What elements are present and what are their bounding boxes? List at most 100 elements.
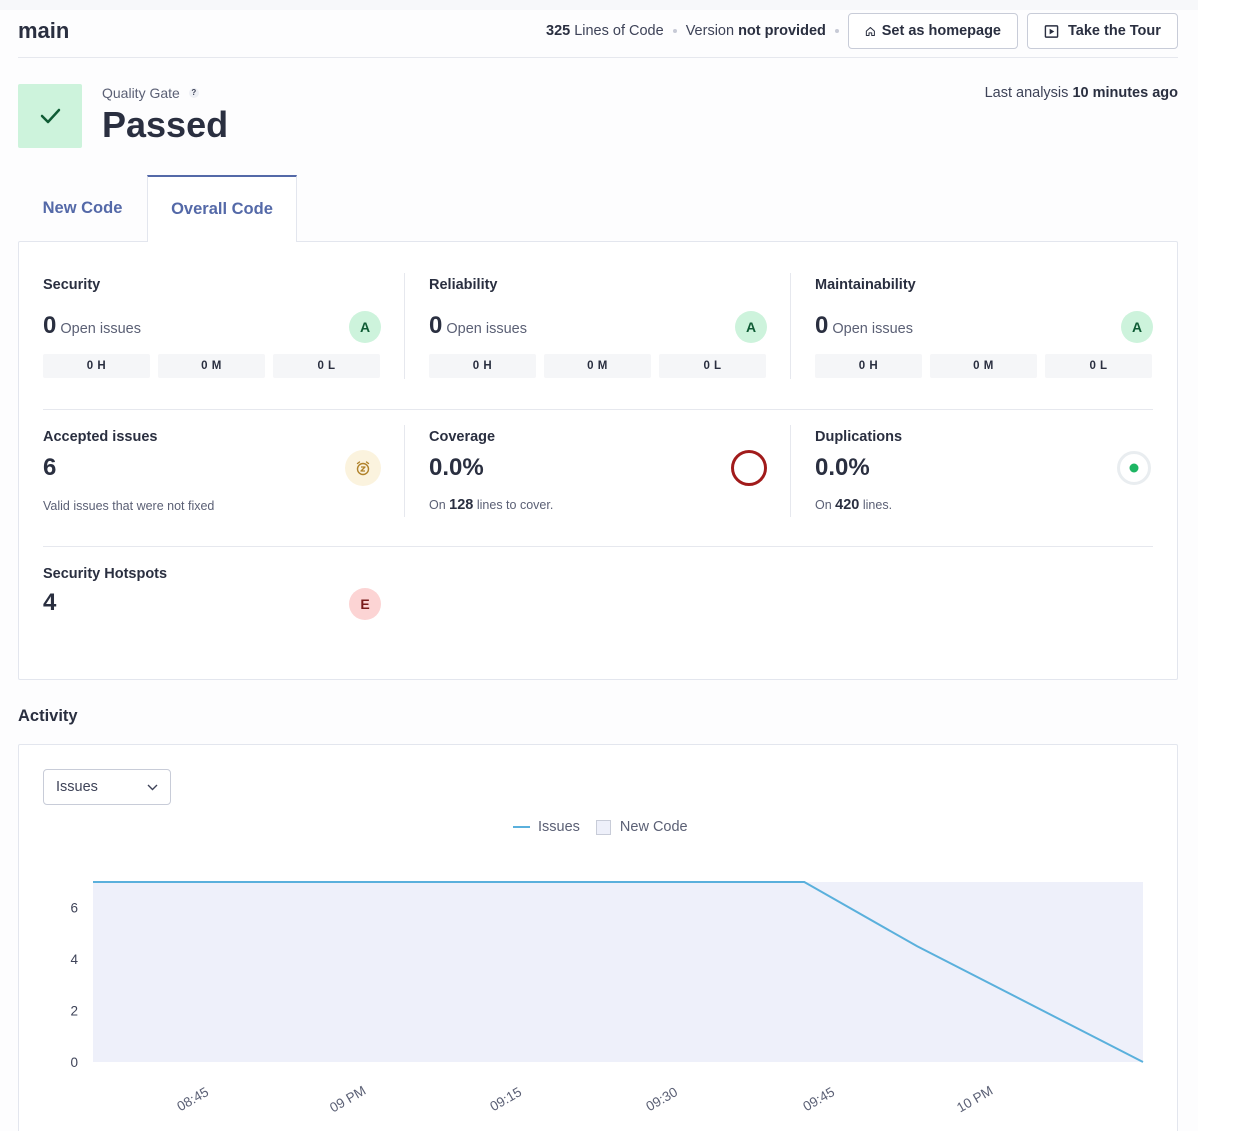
legend-new-code-swatch bbox=[595, 819, 611, 835]
security-low[interactable]: 0 L bbox=[273, 354, 380, 378]
legend-new-code-label: New Code bbox=[619, 819, 688, 835]
duplications-value[interactable]: 0.0% bbox=[815, 454, 870, 481]
meta-separator bbox=[672, 29, 677, 33]
reliability-value[interactable]: 0 Open issues bbox=[429, 312, 527, 340]
issues-series-line bbox=[93, 881, 1144, 1063]
security-medium[interactable]: 0 M bbox=[158, 354, 265, 378]
maintainability-title: Maintainability bbox=[815, 277, 916, 293]
coverage-lines-value[interactable]: 128 bbox=[449, 497, 474, 513]
set-homepage-button[interactable]: Set as homepage bbox=[848, 13, 1018, 49]
home-icon bbox=[865, 26, 875, 36]
right-margin bbox=[1198, 0, 1236, 1131]
security-value[interactable]: 0 Open issues bbox=[43, 312, 141, 340]
chevron-down-icon bbox=[147, 784, 158, 790]
column-divider bbox=[404, 425, 405, 517]
new-code-area bbox=[93, 882, 1143, 1062]
snooze-clock-icon bbox=[356, 461, 370, 476]
y-tick-label: 4 bbox=[70, 952, 78, 967]
last-analysis-label: Last analysis bbox=[984, 85, 1069, 101]
quality-gate-label-text: Quality Gate bbox=[102, 85, 180, 101]
column-divider bbox=[790, 273, 791, 379]
security-title: Security bbox=[43, 277, 101, 293]
security-severity-row: 0 H 0 M 0 L bbox=[43, 354, 380, 378]
graph-type-select[interactable]: Issues bbox=[43, 769, 171, 805]
version-value: not provided bbox=[738, 23, 826, 39]
check-icon bbox=[40, 108, 61, 124]
quality-gate-status-box bbox=[18, 84, 82, 148]
y-tick-label: 0 bbox=[70, 1055, 78, 1070]
maintainability-high[interactable]: 0 H bbox=[815, 354, 922, 378]
top-band bbox=[0, 0, 1198, 10]
reliability-medium[interactable]: 0 M bbox=[544, 354, 651, 378]
duplications-desc-suffix: lines. bbox=[862, 498, 893, 512]
header-divider bbox=[18, 57, 1178, 58]
maintainability-sub: Open issues bbox=[832, 321, 913, 337]
help-icon[interactable]: ? bbox=[188, 88, 199, 98]
last-analysis-value: 10 minutes ago bbox=[1072, 85, 1178, 101]
accepted-issues-value[interactable]: 6 bbox=[43, 454, 57, 481]
coverage-title: Coverage bbox=[429, 429, 496, 445]
duplications-title: Duplications bbox=[815, 429, 903, 445]
x-tick-label: 09:30 bbox=[643, 1084, 680, 1114]
reliability-low[interactable]: 0 L bbox=[659, 354, 766, 378]
coverage-desc-suffix: lines to cover. bbox=[476, 498, 554, 512]
hotspots-rating[interactable]: E bbox=[349, 588, 381, 620]
quality-gate-status: Passed bbox=[102, 104, 229, 145]
security-high[interactable]: 0 H bbox=[43, 354, 150, 378]
branch-title: main bbox=[18, 18, 70, 43]
duplications-lines-value[interactable]: 420 bbox=[835, 497, 860, 513]
reliability-title: Reliability bbox=[429, 277, 498, 293]
x-tick-label: 09 PM bbox=[327, 1083, 368, 1116]
maintainability-medium[interactable]: 0 M bbox=[930, 354, 1037, 378]
y-tick-label: 2 bbox=[70, 1004, 78, 1019]
column-divider bbox=[790, 425, 791, 517]
coverage-desc-prefix: On bbox=[429, 498, 446, 512]
x-tick-label: 09:45 bbox=[800, 1084, 837, 1114]
security-sub: Open issues bbox=[60, 321, 141, 337]
metrics-card bbox=[18, 241, 1178, 680]
coverage-ring-icon bbox=[731, 450, 767, 486]
graph-type-value: Issues bbox=[56, 779, 98, 795]
row-divider bbox=[43, 546, 1153, 547]
duplications-indicator-icon bbox=[1117, 451, 1151, 485]
legend-issues-label: Issues bbox=[538, 819, 580, 835]
maintainability-severity-row: 0 H 0 M 0 L bbox=[815, 354, 1152, 378]
meta-separator bbox=[834, 29, 839, 33]
duplications-desc-prefix: On bbox=[815, 498, 832, 512]
accepted-issues-title: Accepted issues bbox=[43, 429, 158, 445]
set-homepage-label: Set as homepage bbox=[881, 23, 1001, 39]
tab-new-code[interactable]: New Code bbox=[42, 199, 123, 217]
maintainability-value[interactable]: 0 Open issues bbox=[815, 312, 913, 340]
take-tour-label: Take the Tour bbox=[1068, 23, 1161, 39]
quality-gate-label: Quality Gate ? bbox=[102, 85, 199, 101]
security-rating[interactable]: A bbox=[349, 311, 381, 343]
activity-chart: 0 2 4 6 08:45 09 PM 09:15 09:30 09:45 10 PM bbox=[70, 881, 1144, 1116]
row-divider bbox=[43, 409, 1153, 410]
chart-legend: Issues New Code bbox=[513, 819, 688, 835]
accepted-issues-badge bbox=[345, 450, 381, 486]
maintainability-low[interactable]: 0 L bbox=[1045, 354, 1152, 378]
hotspots-title: Security Hotspots bbox=[43, 566, 168, 582]
loc-value: 325 bbox=[546, 23, 571, 39]
reliability-count: 0 bbox=[429, 312, 443, 339]
x-tick-label: 09:15 bbox=[487, 1084, 524, 1114]
hotspots-value[interactable]: 4 bbox=[43, 589, 57, 616]
activity-title: Activity bbox=[18, 707, 78, 725]
play-icon bbox=[1044, 24, 1059, 38]
column-divider bbox=[404, 273, 405, 379]
take-tour-button[interactable]: Take the Tour bbox=[1027, 13, 1178, 49]
x-tick-label: 10 PM bbox=[954, 1083, 995, 1116]
tab-overall-code[interactable]: Overall Code bbox=[147, 175, 297, 242]
reliability-high[interactable]: 0 H bbox=[429, 354, 536, 378]
maintainability-count: 0 bbox=[815, 312, 829, 339]
maintainability-rating[interactable]: A bbox=[1121, 311, 1153, 343]
security-count: 0 bbox=[43, 312, 57, 339]
coverage-desc: On 128 lines to cover. bbox=[429, 497, 553, 513]
version-label: Version bbox=[685, 23, 735, 39]
legend-issues-swatch bbox=[513, 826, 530, 828]
y-tick-label: 6 bbox=[70, 901, 78, 916]
coverage-value[interactable]: 0.0% bbox=[429, 454, 484, 481]
reliability-rating[interactable]: A bbox=[735, 311, 767, 343]
accepted-issues-desc: Valid issues that were not fixed bbox=[43, 499, 215, 513]
reliability-severity-row: 0 H 0 M 0 L bbox=[429, 354, 766, 378]
